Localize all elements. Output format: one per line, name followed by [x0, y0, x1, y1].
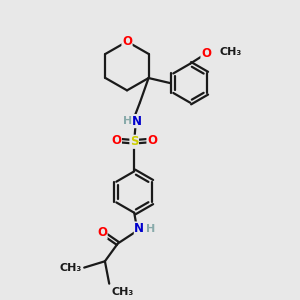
Text: H: H: [123, 116, 132, 126]
Text: N: N: [134, 222, 144, 235]
Text: S: S: [130, 135, 139, 148]
Text: N: N: [132, 115, 142, 128]
Text: CH₃: CH₃: [220, 47, 242, 57]
Text: O: O: [122, 35, 132, 48]
Text: O: O: [201, 47, 211, 60]
Text: H: H: [146, 224, 155, 233]
Text: O: O: [147, 134, 157, 147]
Text: O: O: [111, 134, 122, 147]
Text: CH₃: CH₃: [60, 262, 82, 273]
Text: CH₃: CH₃: [112, 286, 134, 296]
Text: O: O: [97, 226, 107, 239]
